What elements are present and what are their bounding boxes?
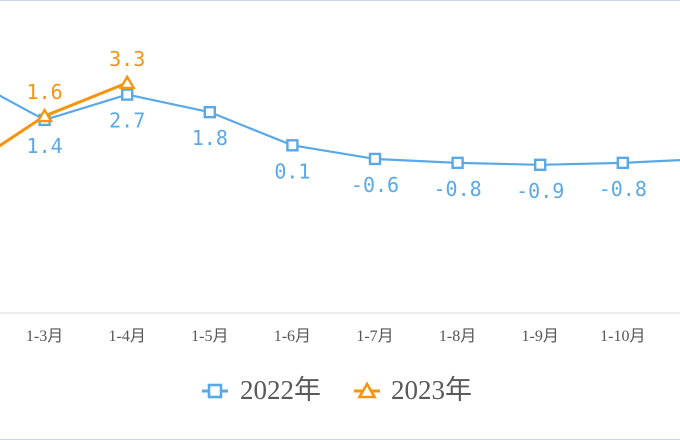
data-label: -0.6 xyxy=(351,173,399,197)
legend-triangle-icon xyxy=(357,381,377,399)
square-marker xyxy=(286,139,299,152)
data-label: -0.9 xyxy=(516,179,564,203)
x-tick-label: 1-7月 xyxy=(356,328,393,345)
triangle-marker xyxy=(35,107,54,123)
x-axis-tick-labels: 1-3月 1-4月 1-5月 1-6月 1-7月 1-8月 1-9月 1-10月 xyxy=(26,328,646,345)
data-label: -0.8 xyxy=(434,177,482,201)
legend: 2022年 2023年 xyxy=(202,375,472,405)
data-label: 1.4 xyxy=(27,134,63,158)
square-marker xyxy=(120,88,134,101)
data-label: 3.3 xyxy=(109,47,145,71)
x-tick-label: 1-6月 xyxy=(274,328,311,345)
data-label: -0.8 xyxy=(599,177,647,201)
square-marker xyxy=(368,152,382,166)
legend-label: 2022年 xyxy=(240,375,321,405)
data-label: 2.7 xyxy=(109,109,145,133)
legend-square-icon xyxy=(207,383,223,399)
x-tick-label: 1-4月 xyxy=(109,328,146,345)
x-tick-label: 1-3月 xyxy=(26,328,63,345)
square-marker xyxy=(203,105,217,119)
x-tick-label: 1-9月 xyxy=(522,328,559,345)
square-marker xyxy=(534,158,547,172)
series-line xyxy=(0,81,129,148)
series-line xyxy=(0,93,680,166)
x-tick-label: 1-10月 xyxy=(600,328,645,345)
data-label: 1.8 xyxy=(192,126,228,150)
series-layer xyxy=(0,74,680,172)
square-marker xyxy=(451,156,464,170)
x-tick-label: 1-5月 xyxy=(191,328,228,345)
data-labels-layer: 1.4 2.7 1.8 0.1 -0.6 -0.8 -0.9 -0.8 1.6 3.3 xyxy=(27,47,647,203)
triangle-marker xyxy=(118,74,136,90)
legend-label: 2023年 xyxy=(391,375,472,405)
data-label: 0.1 xyxy=(274,159,310,183)
x-tick-label: 1-8月 xyxy=(439,328,476,345)
data-label: 1.6 xyxy=(27,80,63,104)
square-marker xyxy=(616,156,629,170)
